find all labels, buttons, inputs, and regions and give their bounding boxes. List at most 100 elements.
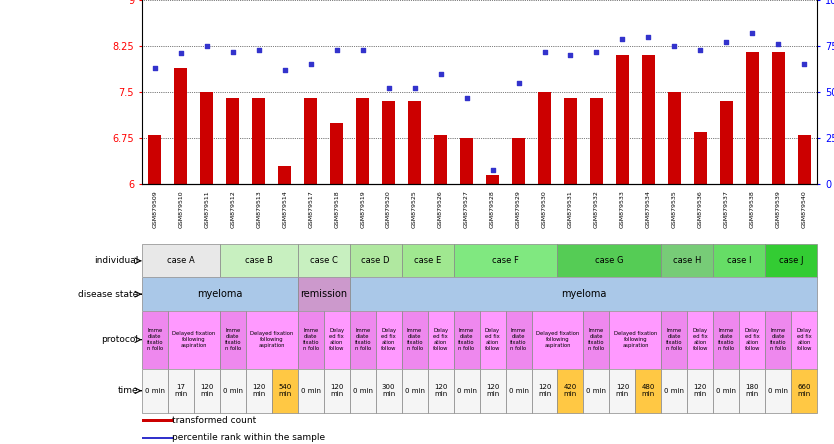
- Bar: [642, 56, 655, 184]
- Bar: [771, 52, 785, 184]
- Text: case J: case J: [779, 256, 804, 266]
- Bar: [505, 311, 531, 369]
- Text: 0 min: 0 min: [509, 388, 529, 394]
- Text: Imme
diate
fixatio
n follo: Imme diate fixatio n follo: [510, 329, 527, 351]
- Text: Imme
diate
fixatio
n follo: Imme diate fixatio n follo: [459, 329, 475, 351]
- Text: Delay
ed fix
ation
follow: Delay ed fix ation follow: [693, 329, 708, 351]
- Point: [668, 43, 681, 50]
- Bar: [168, 311, 219, 369]
- Text: Delayed fixation
following
aspiration: Delayed fixation following aspiration: [536, 331, 579, 348]
- Text: 0 min: 0 min: [301, 388, 320, 394]
- Bar: [279, 166, 291, 184]
- Bar: [610, 311, 661, 369]
- Bar: [740, 369, 766, 413]
- Text: Delay
ed fix
ation
follow: Delay ed fix ation follow: [485, 329, 500, 351]
- Point: [304, 61, 317, 68]
- Point: [252, 46, 265, 53]
- Point: [564, 52, 577, 59]
- Text: 120
min: 120 min: [200, 384, 214, 397]
- Bar: [219, 311, 246, 369]
- Bar: [480, 311, 505, 369]
- Text: 0 min: 0 min: [768, 388, 788, 394]
- Bar: [610, 369, 636, 413]
- Bar: [687, 369, 713, 413]
- Text: Delay
ed fix
ation
follow: Delay ed fix ation follow: [329, 329, 344, 351]
- Text: 120
min: 120 min: [615, 384, 629, 397]
- Bar: [798, 135, 811, 184]
- Text: Imme
diate
fixatio
n follo: Imme diate fixatio n follo: [224, 329, 241, 351]
- Text: Imme
diate
fixatio
n follo: Imme diate fixatio n follo: [303, 329, 319, 351]
- Bar: [298, 278, 349, 311]
- Point: [642, 33, 656, 40]
- Text: Delay
ed fix
ation
follow: Delay ed fix ation follow: [433, 329, 448, 351]
- Text: Imme
diate
fixatio
n follo: Imme diate fixatio n follo: [770, 329, 786, 351]
- Text: transformed count: transformed count: [172, 416, 256, 425]
- Bar: [246, 311, 298, 369]
- Bar: [356, 98, 369, 184]
- Text: 300
min: 300 min: [382, 384, 395, 397]
- Bar: [349, 369, 375, 413]
- Text: 0 min: 0 min: [456, 388, 476, 394]
- Bar: [219, 369, 246, 413]
- Text: 0 min: 0 min: [145, 388, 165, 394]
- Bar: [200, 92, 214, 184]
- Bar: [557, 244, 661, 278]
- Bar: [142, 420, 174, 422]
- Bar: [531, 369, 557, 413]
- Bar: [330, 123, 343, 184]
- Text: individual: individual: [94, 256, 138, 266]
- Text: disease state: disease state: [78, 289, 138, 299]
- Text: Imme
diate
fixatio
n follo: Imme diate fixatio n follo: [354, 329, 371, 351]
- Text: 0 min: 0 min: [404, 388, 425, 394]
- Bar: [298, 369, 324, 413]
- Point: [771, 41, 785, 48]
- Text: 120
min: 120 min: [434, 384, 447, 397]
- Text: 540
min: 540 min: [278, 384, 291, 397]
- Text: 120
min: 120 min: [538, 384, 551, 397]
- Bar: [766, 311, 791, 369]
- Bar: [408, 101, 421, 184]
- Bar: [616, 56, 629, 184]
- Bar: [142, 244, 219, 278]
- Text: Imme
diate
fixatio
n follo: Imme diate fixatio n follo: [588, 329, 605, 351]
- Text: 0 min: 0 min: [586, 388, 606, 394]
- Bar: [766, 369, 791, 413]
- Bar: [349, 244, 402, 278]
- Bar: [375, 311, 402, 369]
- Bar: [480, 369, 505, 413]
- Bar: [713, 244, 766, 278]
- Bar: [193, 369, 219, 413]
- Bar: [687, 311, 713, 369]
- Bar: [454, 244, 557, 278]
- Point: [434, 70, 447, 77]
- Bar: [246, 369, 272, 413]
- Bar: [538, 92, 551, 184]
- Bar: [661, 311, 687, 369]
- Text: case A: case A: [167, 256, 194, 266]
- Bar: [791, 369, 817, 413]
- Text: 0 min: 0 min: [223, 388, 243, 394]
- Bar: [584, 369, 610, 413]
- Bar: [148, 135, 161, 184]
- Bar: [584, 311, 610, 369]
- Text: Imme
diate
fixatio
n follo: Imme diate fixatio n follo: [666, 329, 683, 351]
- Point: [408, 85, 421, 92]
- Bar: [661, 244, 713, 278]
- Bar: [402, 311, 428, 369]
- Text: 480
min: 480 min: [641, 384, 656, 397]
- Point: [330, 46, 344, 53]
- Bar: [636, 369, 661, 413]
- Bar: [512, 138, 525, 184]
- Text: Delay
ed fix
ation
follow: Delay ed fix ation follow: [381, 329, 396, 351]
- Point: [356, 46, 369, 53]
- Bar: [668, 92, 681, 184]
- Text: Imme
diate
fixatio
n follo: Imme diate fixatio n follo: [406, 329, 423, 351]
- Text: 17
min: 17 min: [174, 384, 188, 397]
- Bar: [428, 311, 454, 369]
- Text: 120
min: 120 min: [330, 384, 344, 397]
- Point: [746, 30, 759, 37]
- Bar: [298, 311, 324, 369]
- Text: 120
min: 120 min: [486, 384, 500, 397]
- Text: 120
min: 120 min: [252, 384, 265, 397]
- Point: [200, 43, 214, 50]
